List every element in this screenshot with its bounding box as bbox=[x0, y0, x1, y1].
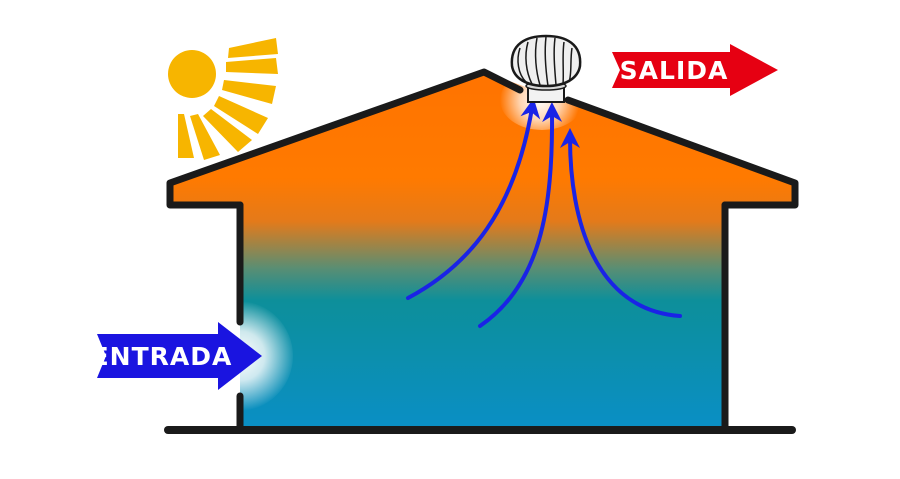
outlet-arrow: SALIDA bbox=[612, 44, 778, 96]
inlet-arrow: ENTRADA bbox=[92, 322, 262, 390]
inlet-label: ENTRADA bbox=[92, 342, 233, 371]
airflow-arrows bbox=[406, 98, 682, 328]
wind-turbine-ventilator-icon bbox=[510, 34, 582, 103]
sun-icon bbox=[168, 38, 278, 160]
airflow-arrow-center bbox=[478, 102, 563, 328]
house-outline bbox=[164, 68, 799, 434]
airflow-arrow-left bbox=[406, 98, 541, 300]
outlet-label: SALIDA bbox=[620, 56, 729, 85]
house-interior bbox=[170, 72, 795, 430]
airflow-arrow-right bbox=[560, 128, 682, 318]
